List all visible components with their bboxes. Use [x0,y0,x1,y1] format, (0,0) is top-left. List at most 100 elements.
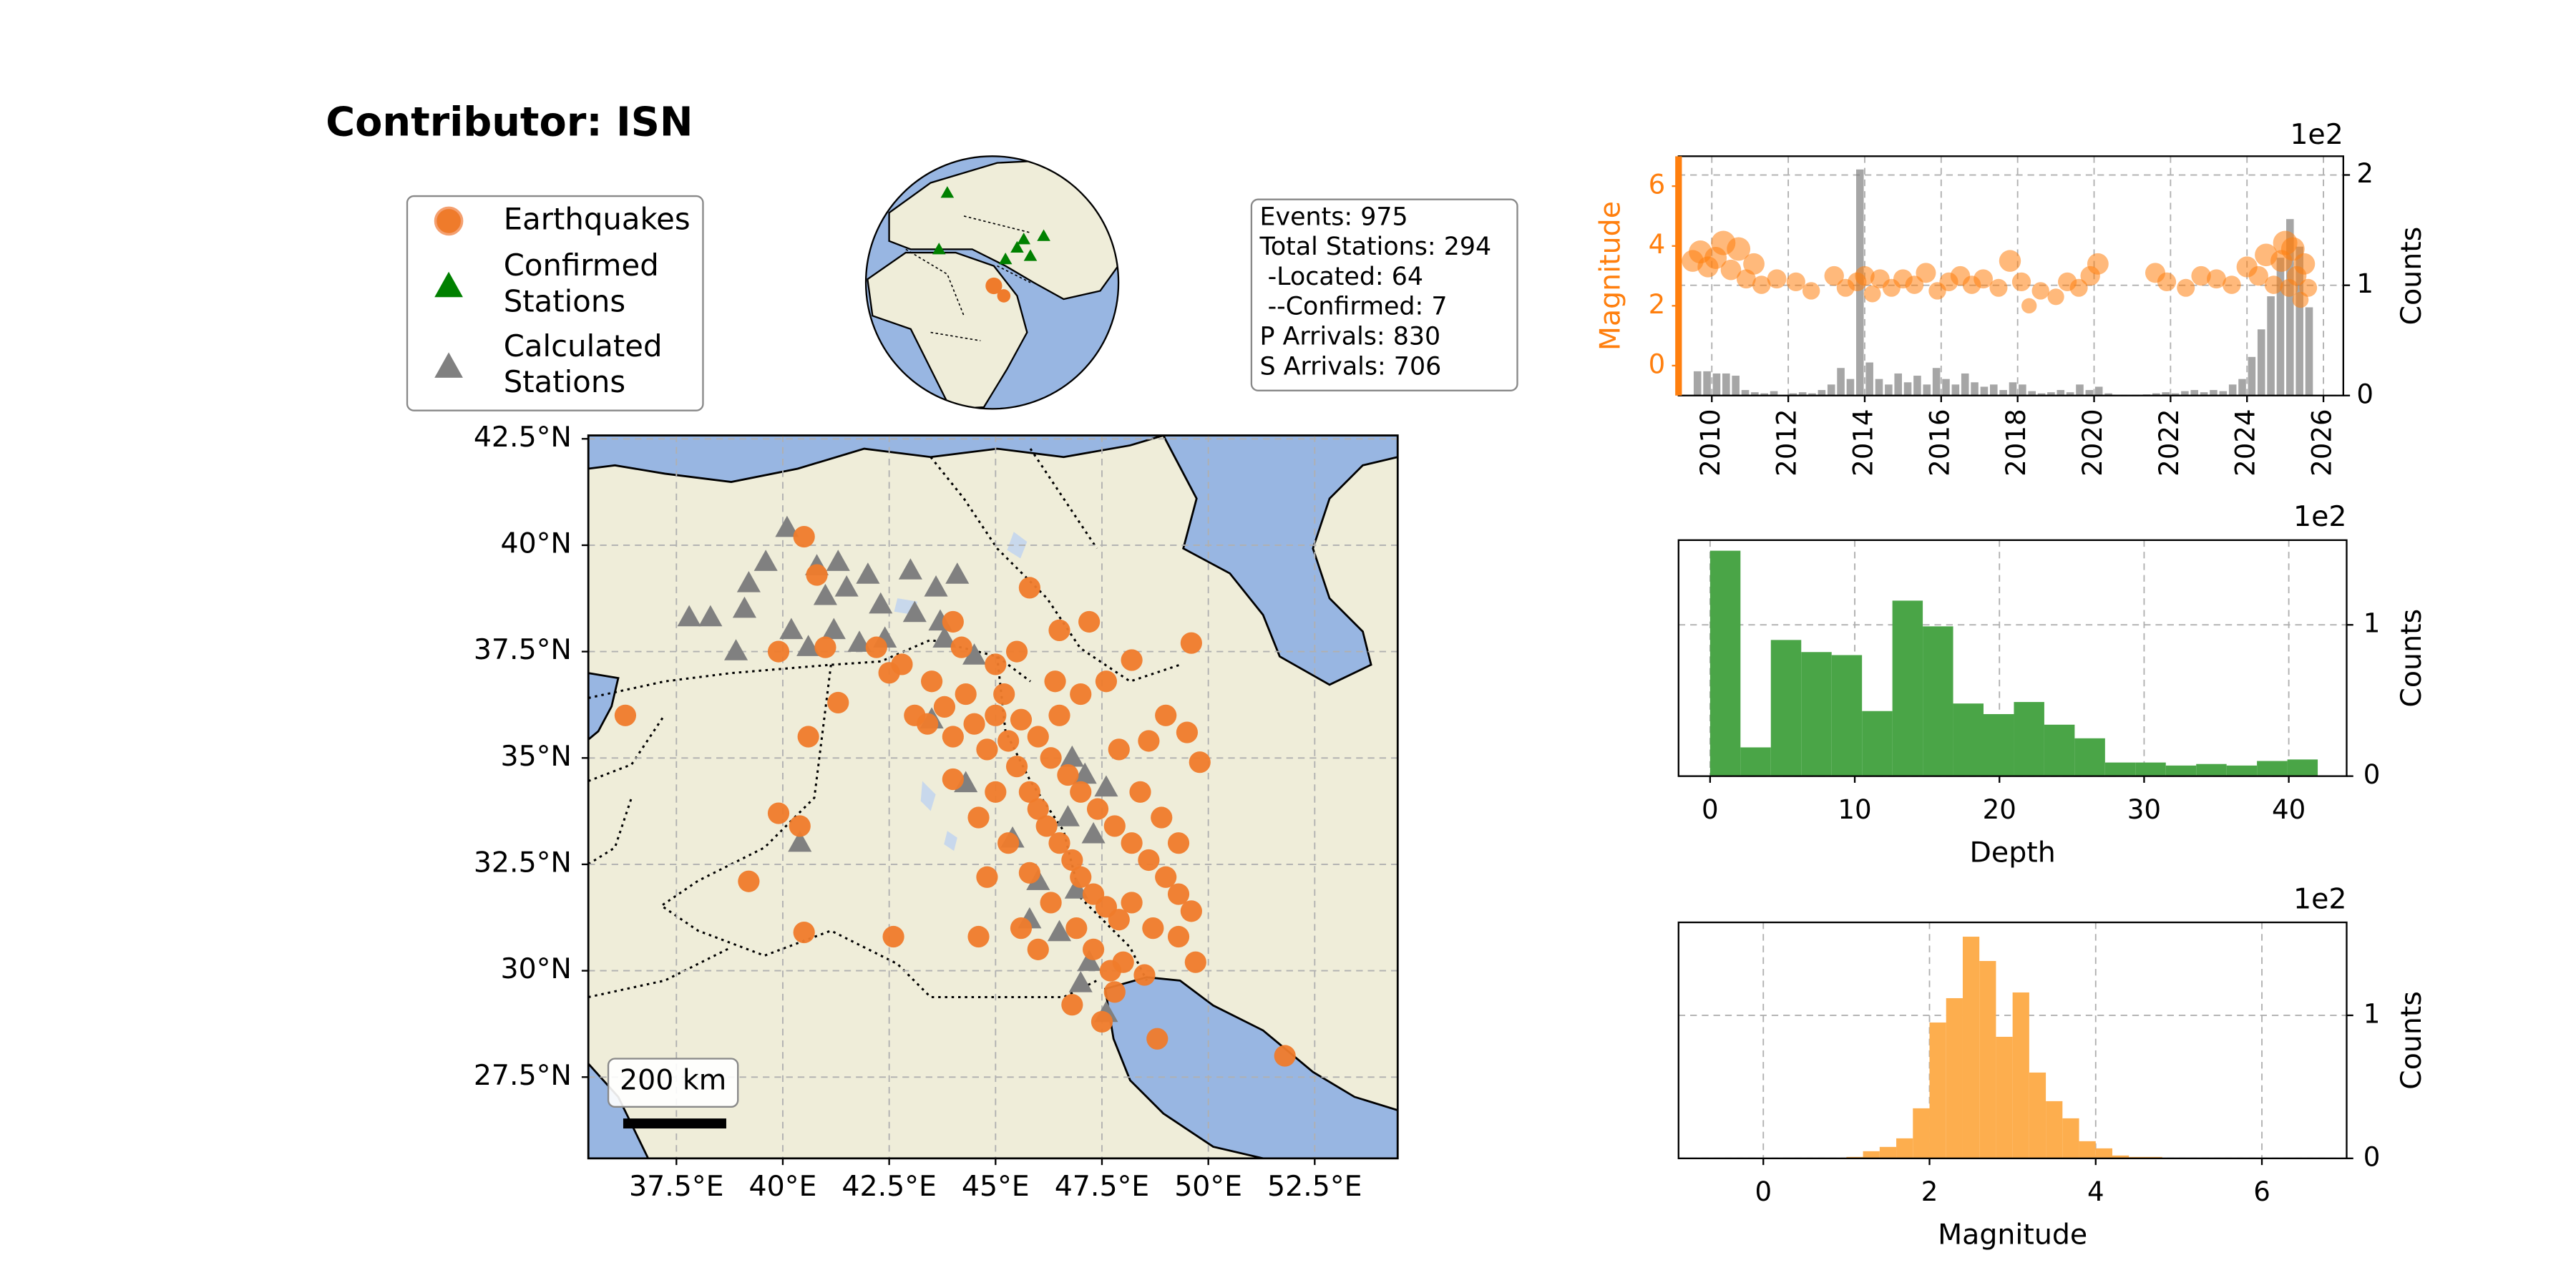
globe-inset [864,155,1120,410]
globe-event [985,277,1002,295]
earthquake-marker [985,653,1007,675]
hist-bar [2165,765,2197,776]
earthquake-marker [1184,951,1206,973]
hist-bar [1929,1022,1946,1158]
y-axis-label: Counts [2395,991,2428,1090]
earthquake-marker [1048,832,1070,854]
x-tick-label: 4 [2087,1176,2104,1207]
earthquake-marker [1274,1045,1296,1067]
y-tick-label: 32.5°N [474,846,572,879]
hist-bar [2226,765,2258,776]
hist-bar [1896,1138,1913,1158]
axes-frame [1677,921,2348,1159]
station-marker [924,575,948,597]
count-bar [2057,390,2065,396]
event-marker [1863,285,1881,303]
count-bar [2028,391,2036,396]
count-bar [1760,393,1769,396]
legend: Earthquakes Confirmed Stations Calculated St… [434,201,691,399]
station-marker [1077,950,1101,971]
earthquake-marker [1180,900,1202,922]
globe-outline [864,155,1120,410]
y-tick-label: 30°N [500,952,571,985]
hist-bar [2257,761,2288,776]
station-marker [1055,805,1080,826]
x-tick-label: 2024 [2230,409,2261,477]
count-bar [1951,384,1960,396]
event-marker [1786,272,1805,292]
earthquake-marker [963,713,985,735]
y2-offset-label: 1e2 [2290,118,2343,151]
hist-bar [1984,713,2014,776]
earthquake-marker [1005,756,1028,778]
count-bar [2181,391,2189,396]
hist-bar [2196,763,2227,776]
map-axes: 37.5°E 40°E 42.5°E 45°E 47.5°E 50°E 52.5°E 27.5… [474,421,1362,1203]
x-axis-label: Depth [1970,836,2056,869]
hist-bar [2012,992,2029,1158]
station-marker [1073,762,1097,784]
count-bar [1885,384,1893,396]
hist-bar [2046,1101,2063,1158]
event-marker [1767,269,1787,289]
event-marker [2248,265,2268,286]
station-marker [1081,821,1106,844]
info-box [1250,198,1518,391]
y2-tick-label: 0 [2356,379,2373,409]
count-bar [1923,384,1931,396]
count-bar [1932,368,1941,396]
count-bar [2085,390,2094,396]
station-marker [1068,971,1093,992]
earthquake-marker [1167,925,1190,948]
x-tick-label: 2012 [1772,409,1802,477]
earthquake-marker [806,564,828,586]
y-tick-label: 6 [1649,170,1666,200]
y-tick-label: 1 [2363,608,2381,639]
x-axis-label: Magnitude [1938,1219,2087,1252]
station-marker [898,558,922,580]
station-marker [902,600,927,623]
event-marker [1727,237,1751,261]
earthquake-marker [1103,981,1126,1003]
event-marker [1824,265,1844,286]
station-marker [788,830,812,852]
earthquake-marker [1040,892,1062,914]
hist-bar [2074,738,2105,776]
info-line: S Arrivals: 706 [1260,352,1442,381]
event-marker [2087,253,2109,275]
x-tick-label: 2 [1921,1176,1938,1207]
x-tick-label: 2022 [2154,409,2185,477]
earthquake-marker [1121,832,1143,854]
hist-bar [1801,652,1832,776]
count-bar [1703,371,1711,396]
count-bar [2210,390,2218,396]
event-marker [2069,278,2088,297]
x-tick-label: 40 [2272,794,2306,825]
count-bar [1789,393,1797,396]
count-bar [1999,390,2007,396]
x-tick-label: 52.5°E [1267,1170,1362,1203]
earthquake-marker [1108,909,1130,931]
hist-bar [2044,724,2075,776]
legend-label: Earthquakes [504,201,691,236]
x-tick-label: 0 [1755,1176,1772,1207]
count-bar [2200,392,2208,396]
earthquake-marker [1035,815,1058,837]
station-marker [847,630,872,652]
earthquake-marker [1138,730,1160,752]
y-offset-label: 1e2 [2293,882,2347,915]
x-tick-label: 10 [1838,794,1871,825]
count-bar [1961,373,1969,396]
event-marker [2031,282,2049,300]
map-data [588,435,1398,1158]
count-bar [2276,258,2285,396]
earthquake-marker [985,704,1007,726]
earthquake-marker [942,768,964,791]
earthquake-marker [1108,738,1130,761]
event-marker [1916,263,1936,283]
station-marker [945,562,970,584]
earthquake-marker [614,704,637,726]
earthquake-marker [955,683,977,706]
earthquake-marker [1151,806,1173,829]
